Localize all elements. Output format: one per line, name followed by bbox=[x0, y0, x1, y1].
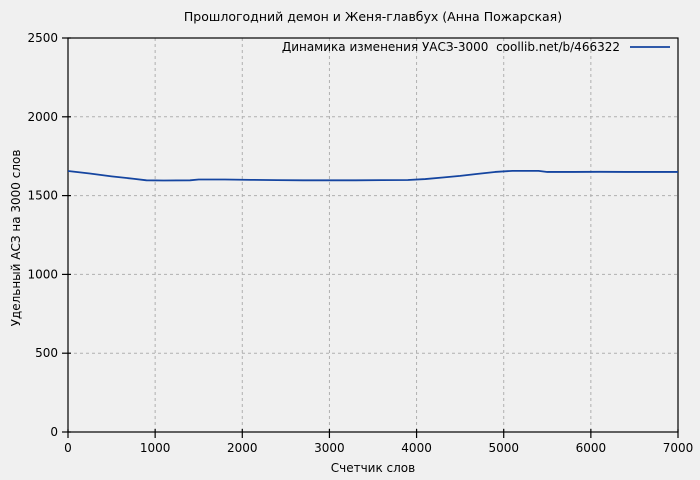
chart-title: Прошлогодний демон и Женя-главбух (Анна … bbox=[184, 9, 562, 24]
y-tick-label: 500 bbox=[35, 346, 58, 360]
y-tick-label: 1500 bbox=[27, 189, 58, 203]
x-tick-label: 7000 bbox=[663, 441, 694, 455]
x-tick-label: 6000 bbox=[576, 441, 607, 455]
legend-label: Динамика изменения УАСЗ-3000 coollib.net… bbox=[282, 40, 620, 54]
y-tick-label: 2000 bbox=[27, 110, 58, 124]
y-tick-label: 0 bbox=[50, 425, 58, 439]
x-tick-label: 2000 bbox=[227, 441, 258, 455]
x-tick-label: 1000 bbox=[140, 441, 171, 455]
y-tick-label: 2500 bbox=[27, 31, 58, 45]
x-tick-label: 5000 bbox=[488, 441, 519, 455]
plot-border bbox=[67, 37, 679, 433]
x-tick-label: 3000 bbox=[314, 441, 345, 455]
series-line bbox=[67, 169, 678, 182]
y-axis-label: Удельный АСЗ на 3000 слов bbox=[9, 150, 23, 327]
y-tick-label: 1000 bbox=[27, 267, 58, 281]
x-axis-label: Счетчик слов bbox=[331, 461, 415, 475]
x-tick-label: 4000 bbox=[401, 441, 432, 455]
x-tick-label: 0 bbox=[64, 441, 72, 455]
tick-labels: 0 1000 2000 3000 4000 5000 6000 7000 0 500 1000 150… bbox=[27, 31, 693, 455]
